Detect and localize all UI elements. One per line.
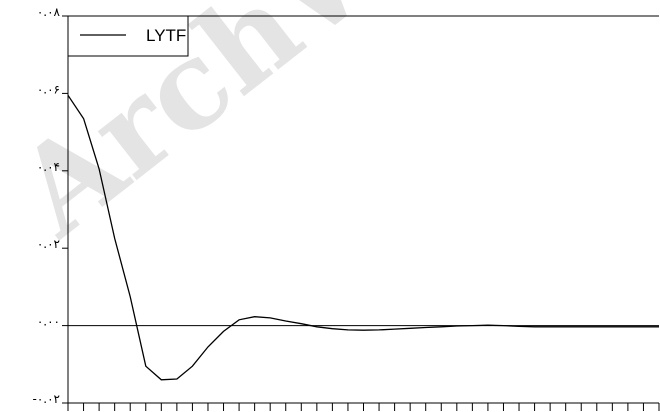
legend-box (67, 15, 189, 57)
y-tick-label: ۰.۰۶ (37, 82, 60, 96)
x-ticks (67, 403, 660, 411)
series-line-lytf (67, 94, 659, 381)
legend: LYTF (67, 15, 189, 57)
series-group (67, 94, 659, 381)
watermark: ArchW (0, 0, 435, 263)
y-tick-label: ۰.۰۴ (37, 160, 60, 174)
y-tick-labels: ۰.۰۸ ۰.۰۶ ۰.۰۴ ۰.۰۲ ۰.۰۰ -۰.۰۲ (33, 5, 68, 406)
y-tick-label: ۰.۰۰ (37, 315, 60, 329)
y-tick-label: ۰.۰۸ (37, 5, 61, 19)
y-tick-label: -۰.۰۲ (33, 392, 60, 406)
y-tick-label: ۰.۰۲ (37, 237, 60, 251)
legend-label-lytf: LYTF (146, 26, 186, 45)
